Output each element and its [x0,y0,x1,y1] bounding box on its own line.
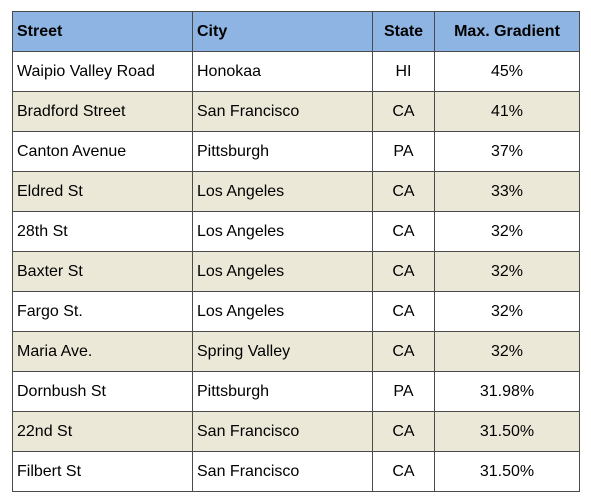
cell-gradient: 32% [434,211,580,252]
cell-gradient: 41% [434,91,580,132]
cell-street: Waipio Valley Road [12,51,193,92]
table-row: 28th St Los Angeles CA 32% [12,211,580,252]
cell-gradient: 31.50% [434,451,580,492]
cell-city: Los Angeles [192,251,373,292]
table-row: Dornbush St Pittsburgh PA 31.98% [12,371,580,412]
cell-state: CA [372,291,435,332]
cell-city: San Francisco [192,451,373,492]
cell-city: Honokaa [192,51,373,92]
table-row: Eldred St Los Angeles CA 33% [12,171,580,212]
cell-state: CA [372,451,435,492]
cell-street: Filbert St [12,451,193,492]
cell-city: Spring Valley [192,331,373,372]
cell-state: CA [372,411,435,452]
table-row: Baxter St Los Angeles CA 32% [12,251,580,292]
cell-state: PA [372,131,435,172]
cell-state: CA [372,171,435,212]
cell-city: Los Angeles [192,291,373,332]
cell-city: Pittsburgh [192,131,373,172]
cell-gradient: 31.50% [434,411,580,452]
cell-street: Dornbush St [12,371,193,412]
cell-street: Maria Ave. [12,331,193,372]
table-row: Maria Ave. Spring Valley CA 32% [12,331,580,372]
cell-state: PA [372,371,435,412]
header-street: Street [12,11,193,52]
cell-city: Los Angeles [192,211,373,252]
cell-gradient: 45% [434,51,580,92]
cell-state: CA [372,91,435,132]
cell-city: Los Angeles [192,171,373,212]
cell-gradient: 33% [434,171,580,212]
cell-city: Pittsburgh [192,371,373,412]
cell-city: San Francisco [192,91,373,132]
cell-street: 22nd St [12,411,193,452]
table-row: Waipio Valley Road Honokaa HI 45% [12,51,580,92]
cell-gradient: 32% [434,331,580,372]
gradient-table-container: Street City State Max. Gradient Waipio V… [12,11,580,492]
table-row: 22nd St San Francisco CA 31.50% [12,411,580,452]
cell-street: 28th St [12,211,193,252]
header-state: State [372,11,435,52]
cell-city: San Francisco [192,411,373,452]
table-header-row: Street City State Max. Gradient [12,11,580,52]
table-row: Filbert St San Francisco CA 31.50% [12,451,580,492]
cell-state: CA [372,331,435,372]
table-row: Fargo St. Los Angeles CA 32% [12,291,580,332]
cell-street: Baxter St [12,251,193,292]
table-row: Bradford Street San Francisco CA 41% [12,91,580,132]
cell-state: CA [372,211,435,252]
cell-gradient: 31.98% [434,371,580,412]
cell-street: Canton Avenue [12,131,193,172]
table-row: Canton Avenue Pittsburgh PA 37% [12,131,580,172]
cell-street: Bradford Street [12,91,193,132]
cell-gradient: 32% [434,251,580,292]
cell-state: CA [372,251,435,292]
cell-state: HI [372,51,435,92]
cell-street: Fargo St. [12,291,193,332]
cell-gradient: 37% [434,131,580,172]
cell-street: Eldred St [12,171,193,212]
header-max-gradient: Max. Gradient [434,11,580,52]
header-city: City [192,11,373,52]
cell-gradient: 32% [434,291,580,332]
steepest-streets-table: Street City State Max. Gradient Waipio V… [12,11,580,492]
